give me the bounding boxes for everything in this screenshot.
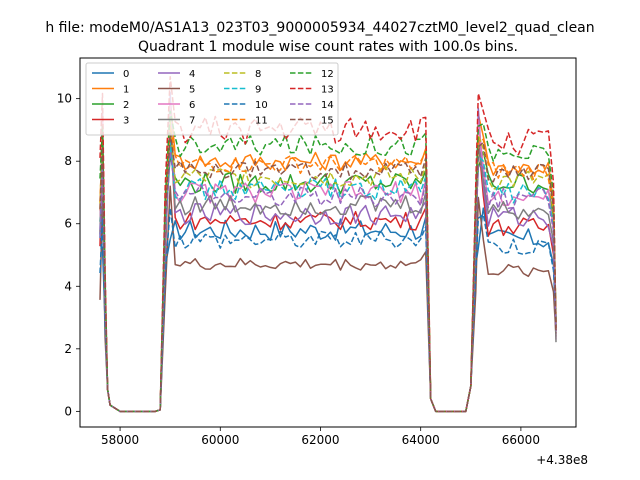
legend-label-13: 13 (321, 85, 334, 96)
x-tick-label: 64000 (402, 433, 440, 447)
y-tick-label: 10 (57, 92, 72, 106)
chart-title: Quadrant 1 module wise count rates with … (138, 39, 518, 55)
legend-label-9: 9 (255, 85, 261, 96)
legend-label-6: 6 (189, 100, 195, 111)
legend-label-0: 0 (123, 69, 129, 80)
y-axis: 0 2 4 6 8 10 (57, 92, 80, 418)
series-8-line (99, 119, 557, 413)
legend-label-1: 1 (123, 85, 129, 96)
legend-label-14: 14 (321, 100, 334, 111)
series-9-line (99, 141, 557, 413)
series-3-line (99, 122, 557, 413)
series-14-line (99, 151, 557, 413)
y-tick-label: 4 (64, 279, 72, 293)
series-11-line (99, 126, 557, 413)
y-tick-label: 8 (64, 154, 72, 168)
x-tick-label: 60000 (201, 433, 239, 447)
legend-label-7: 7 (189, 116, 195, 127)
x-tick-label: 66000 (502, 433, 540, 447)
series-12-line (99, 110, 557, 413)
legend-label-3: 3 (123, 116, 129, 127)
y-tick-label: 6 (64, 217, 72, 231)
legend-label-5: 5 (189, 85, 195, 96)
series-layer (99, 76, 557, 413)
series-7-line (99, 129, 557, 413)
figure-suptitle: h file: modeM0/AS1A13_023T03_9000005934_… (45, 20, 594, 36)
x-tick-label: 62000 (301, 433, 339, 447)
legend-label-12: 12 (321, 69, 334, 80)
y-tick-label: 0 (64, 404, 72, 418)
legend-label-11: 11 (255, 116, 268, 127)
x-axis: 58000 60000 62000 64000 66000 (101, 427, 540, 447)
plot-frame (79, 57, 577, 428)
series-4-line (99, 91, 557, 413)
legend-label-2: 2 (123, 100, 129, 111)
legend-label-8: 8 (255, 69, 261, 80)
series-5-line (99, 185, 557, 413)
series-15-line (99, 132, 557, 413)
legend-box (85, 62, 339, 136)
series-2-line (99, 151, 557, 413)
x-tick-label: 58000 (101, 433, 139, 447)
legend-label-4: 4 (189, 69, 195, 80)
legend-label-10: 10 (255, 100, 268, 111)
legend-label-15: 15 (321, 116, 334, 127)
x-offset-label: +4.38e8 (536, 453, 588, 467)
y-tick-label: 2 (64, 342, 72, 356)
series-10-line (99, 207, 557, 413)
